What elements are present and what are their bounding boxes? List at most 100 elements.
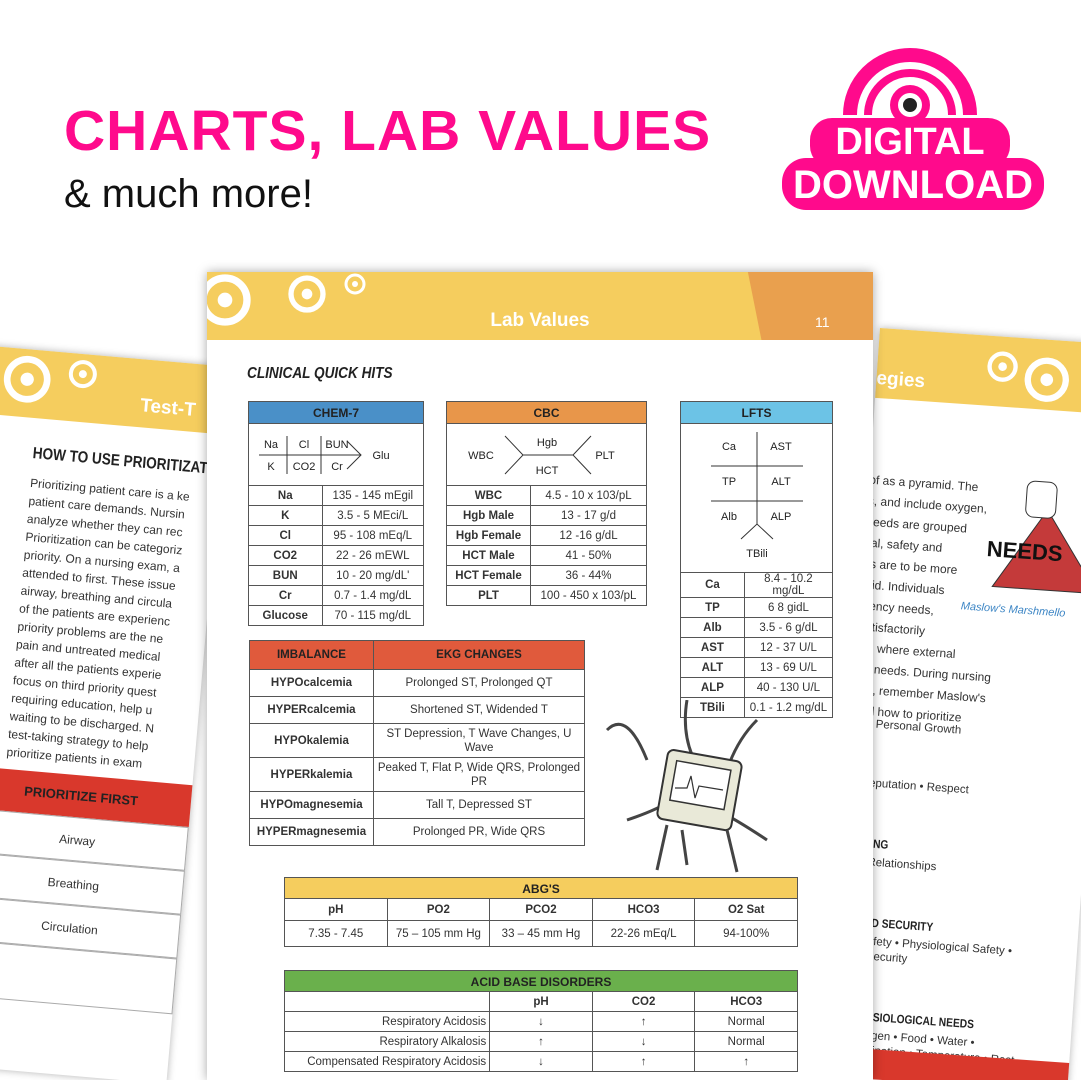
illustration (1025, 480, 1058, 519)
table-row: Ca 8.4 - 10.2 mg/dL (680, 572, 834, 598)
figure: Na Cl BUN K CO2 Cr Glu (259, 436, 390, 474)
table-row: WBC 4.5 - 10 x 103/pL (446, 485, 647, 506)
table-header: CHEM-7 (248, 401, 424, 424)
diagram-label: BUN (325, 439, 348, 451)
diagram-line (346, 440, 362, 470)
diagram-label: Cl (299, 439, 309, 451)
row-label: WBC (446, 485, 531, 506)
row-value: Shortened ST, Widended T (372, 696, 586, 724)
column-header: EKG CHANGES (372, 640, 586, 670)
row-label: K (248, 505, 323, 526)
decoration (998, 362, 1007, 371)
row-label: CO2 (248, 545, 323, 566)
table-row: pH CO2 HCO3 (283, 991, 798, 1012)
decoration (344, 273, 366, 295)
row-value: Prolonged ST, Prolonged QT (372, 669, 586, 697)
row-value: 70 - 115 mg/dL (321, 605, 424, 626)
right-page: egies of as a pyramid. The s, and include … (821, 328, 1081, 1080)
row-label: Glucose (248, 605, 323, 626)
section-title: CLINICAL QUICK HITS (247, 365, 393, 382)
table-row: Na 135 - 145 mEgil (248, 485, 424, 506)
image-label: NEEDS (986, 536, 1064, 567)
row-value: 10 - 20 mg/dL' (321, 565, 424, 586)
cell: 7.35 - 7.45 (284, 920, 388, 947)
cell (283, 991, 491, 1012)
table-row: HCT Male 41 - 50% (446, 545, 647, 566)
table-row: HYPERcalcemia Shortened ST, Widended T (249, 696, 586, 724)
illustration (991, 509, 1081, 595)
body-text: s, and include oxygen, (867, 493, 988, 516)
table-row: Glucose 70 - 115 mg/dL (248, 605, 424, 626)
badge-headphones (864, 69, 956, 116)
column-header: PO2 (386, 898, 491, 921)
row-label: HCT Male (446, 545, 531, 566)
row-label: Cr (248, 585, 323, 606)
table-row: PLT 100 - 450 x 103/pL (446, 585, 647, 606)
figure (207, 273, 366, 326)
cell: Respiratory Alkalosis (283, 1031, 491, 1052)
illustration (675, 775, 724, 799)
diagram-line (740, 523, 774, 540)
decoration (288, 275, 326, 313)
column-header: CO2 (591, 991, 696, 1012)
lab-table: Ca 8.4 - 10.2 mg/dL TP 6 8 gidL Alb 3.5 - 6 g… (680, 572, 834, 718)
cell: 22-26 mEq/L (591, 920, 696, 947)
column-header: O2 Sat (694, 898, 798, 921)
diagram-label: K (267, 461, 275, 473)
figure: WBC Hgb HCT PLT (468, 435, 615, 477)
row-label: HYPERcalcemia (249, 696, 374, 724)
row-value: 0.1 - 1.2 mg/dL (743, 697, 834, 718)
table-row: TP 6 8 gidL (680, 597, 834, 618)
row-value: 41 - 50% (530, 545, 647, 566)
row-label: Na (248, 485, 323, 506)
row-label: Hgb Female (446, 525, 531, 546)
row-value: ST Depression, T Wave Changes, U Wave (372, 723, 586, 758)
decoration (68, 360, 97, 389)
body-text: cal, safety and (864, 535, 943, 555)
row-value: 100 - 450 x 103/pL (530, 585, 647, 606)
section-title: HOW TO USE PRIORITIZAT (32, 445, 209, 478)
table-row: Respiratory Alkalosis ↑ ↓ Normal (283, 1031, 798, 1052)
row-label: HYPERmagnesemia (249, 818, 374, 846)
diagram-label: ALP (771, 511, 792, 523)
badge-headphones (843, 48, 977, 116)
subtitle: & much more! (64, 172, 313, 216)
table-row: Hgb Male 13 - 17 g/d (446, 505, 647, 526)
row-value: 0.7 - 1.4 mg/dL (321, 585, 424, 606)
illustration (668, 759, 732, 811)
diagram-box: Ca AST TP ALT Alb ALP TBili (680, 423, 833, 573)
abg-table: pH PO2 PCO2 HCO3 O2 Sat 7.35 - 7.45 75 – 105 m… (284, 898, 798, 947)
row-value: Tall T, Depressed ST (372, 791, 586, 819)
diagram-label: TBili (746, 548, 767, 560)
column-header: pH (489, 991, 593, 1012)
cell: Normal (694, 1031, 798, 1052)
figure: Ca AST TP ALT Alb ALP TBili (711, 432, 803, 560)
row-value: 40 - 130 U/L (743, 677, 834, 698)
row-value: 95 - 108 mEq/L (321, 525, 424, 546)
diagram-box: Na Cl BUN K CO2 Cr Glu (248, 423, 424, 486)
diagram-label: ALT (771, 476, 791, 488)
acid-base-table: pH CO2 HCO3 Respiratory Acidosis ↓ ↑ Normal Res… (283, 991, 798, 1072)
diagram-line (572, 435, 592, 475)
row-label: ALP (680, 677, 745, 698)
body-text: ds are to be more (863, 556, 958, 577)
table-header: CBC (446, 401, 647, 424)
diagram-label: HCT (536, 465, 559, 477)
row-label: TBili (680, 697, 745, 718)
center-page: Lab Values 11 CLINICAL QUICK HITS CHEM-7 Na C… (207, 272, 873, 1080)
decoration (987, 351, 1018, 382)
row-value: 8.4 - 10.2 mg/dL (743, 572, 834, 598)
row-value: 135 - 145 mEgil (321, 485, 424, 506)
body-text: of as a pyramid. The (868, 472, 979, 495)
cell: 94-100% (694, 920, 798, 947)
table-header: ACID BASE DISORDERS (284, 970, 798, 992)
table-row: Compensated Respiratory Acidosis ↓ ↑ ↑ (283, 1051, 798, 1072)
illustration (655, 824, 739, 873)
badge-text: DOWNLOAD (793, 163, 1033, 207)
row-label: HYPOkalemia (249, 723, 374, 758)
cell: 33 – 45 mm Hg (489, 920, 593, 947)
cell: ↑ (591, 1011, 696, 1032)
body-text: mid. Individuals (861, 577, 946, 598)
diagram-label: TP (722, 476, 736, 488)
diagram-label: Glu (372, 450, 389, 462)
